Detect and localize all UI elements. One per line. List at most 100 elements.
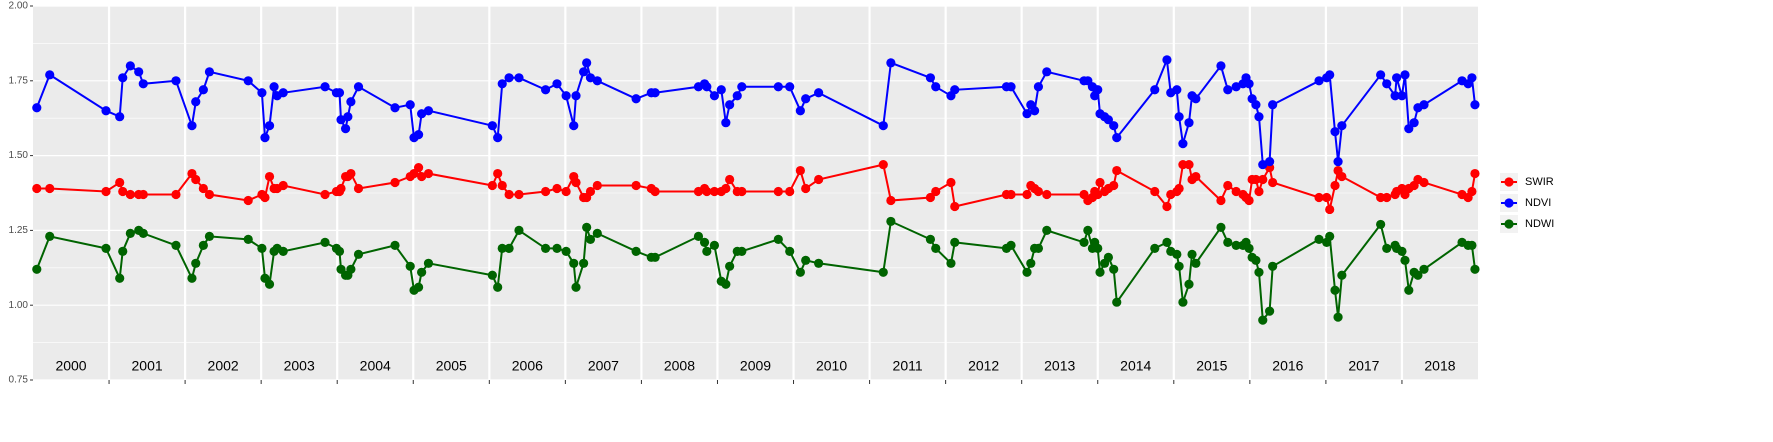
point bbox=[561, 91, 571, 101]
point bbox=[134, 67, 144, 77]
point bbox=[1325, 204, 1335, 215]
point bbox=[1083, 225, 1093, 235]
point bbox=[709, 91, 720, 101]
point bbox=[493, 168, 503, 179]
point bbox=[413, 130, 424, 140]
point bbox=[785, 82, 795, 92]
point bbox=[702, 82, 712, 92]
point bbox=[497, 180, 507, 191]
point bbox=[1191, 171, 1201, 182]
point bbox=[721, 118, 731, 128]
point bbox=[514, 225, 524, 235]
point bbox=[1033, 243, 1044, 253]
point bbox=[320, 189, 330, 200]
point bbox=[1251, 174, 1261, 185]
year-label: 2009 bbox=[740, 358, 771, 374]
point bbox=[1042, 67, 1052, 77]
point bbox=[32, 264, 42, 274]
year-label: 2013 bbox=[1044, 358, 1075, 374]
point bbox=[1382, 79, 1392, 89]
point bbox=[709, 186, 720, 197]
point bbox=[1022, 189, 1032, 200]
point bbox=[187, 121, 197, 131]
point bbox=[1330, 285, 1340, 295]
point bbox=[417, 267, 427, 277]
point bbox=[950, 201, 960, 212]
point bbox=[1150, 186, 1160, 197]
point bbox=[886, 195, 896, 206]
point bbox=[204, 67, 215, 77]
point bbox=[187, 273, 197, 283]
point bbox=[101, 243, 111, 253]
year-label: 2005 bbox=[436, 358, 467, 374]
point bbox=[413, 282, 424, 292]
point bbox=[785, 186, 795, 197]
point bbox=[1258, 315, 1268, 325]
year-label: 2010 bbox=[816, 358, 847, 374]
point bbox=[785, 246, 795, 256]
point bbox=[1400, 255, 1410, 265]
point bbox=[487, 180, 497, 191]
point bbox=[257, 88, 267, 98]
point bbox=[1337, 171, 1347, 182]
point bbox=[514, 189, 524, 200]
point bbox=[1026, 258, 1036, 268]
point bbox=[243, 234, 253, 244]
point bbox=[413, 162, 424, 173]
point bbox=[585, 234, 596, 244]
point bbox=[125, 228, 135, 238]
point bbox=[1042, 225, 1052, 235]
point bbox=[737, 186, 747, 197]
point bbox=[125, 189, 135, 200]
point bbox=[1174, 112, 1184, 122]
point bbox=[257, 243, 267, 253]
point bbox=[334, 88, 345, 98]
point bbox=[925, 234, 936, 244]
point bbox=[1216, 61, 1226, 71]
point bbox=[814, 88, 824, 98]
point bbox=[269, 82, 279, 92]
point bbox=[1325, 70, 1335, 80]
point bbox=[278, 88, 288, 98]
point bbox=[1330, 180, 1340, 191]
point bbox=[1397, 91, 1407, 101]
point bbox=[1258, 174, 1268, 185]
point bbox=[650, 252, 660, 262]
year-label: 2000 bbox=[55, 358, 86, 374]
point bbox=[1006, 82, 1016, 92]
point bbox=[171, 189, 181, 200]
point bbox=[1150, 243, 1160, 253]
point bbox=[552, 243, 562, 253]
legend-label: SWIR bbox=[1525, 176, 1554, 188]
point bbox=[1322, 192, 1332, 203]
point bbox=[801, 183, 811, 194]
point bbox=[138, 228, 148, 238]
point bbox=[1419, 100, 1429, 110]
point bbox=[504, 189, 514, 200]
point bbox=[1174, 183, 1184, 194]
point bbox=[721, 183, 731, 194]
legend-point bbox=[1504, 177, 1514, 187]
point bbox=[1112, 133, 1122, 143]
point bbox=[115, 273, 125, 283]
point bbox=[138, 189, 148, 200]
point bbox=[334, 246, 345, 256]
point bbox=[1244, 243, 1254, 253]
point bbox=[878, 267, 888, 277]
point bbox=[497, 243, 507, 253]
legend-label: NDWI bbox=[1525, 218, 1554, 230]
point bbox=[709, 240, 720, 250]
point bbox=[801, 255, 811, 265]
point bbox=[878, 121, 888, 131]
point bbox=[1382, 243, 1392, 253]
point bbox=[390, 240, 400, 250]
point bbox=[1095, 267, 1105, 277]
point bbox=[1337, 121, 1347, 131]
year-label: 2006 bbox=[512, 358, 543, 374]
point bbox=[931, 82, 941, 92]
point bbox=[1268, 100, 1278, 110]
point bbox=[1103, 252, 1113, 262]
point bbox=[737, 246, 747, 256]
legend: SWIR NDVI NDWI bbox=[1500, 173, 1554, 233]
